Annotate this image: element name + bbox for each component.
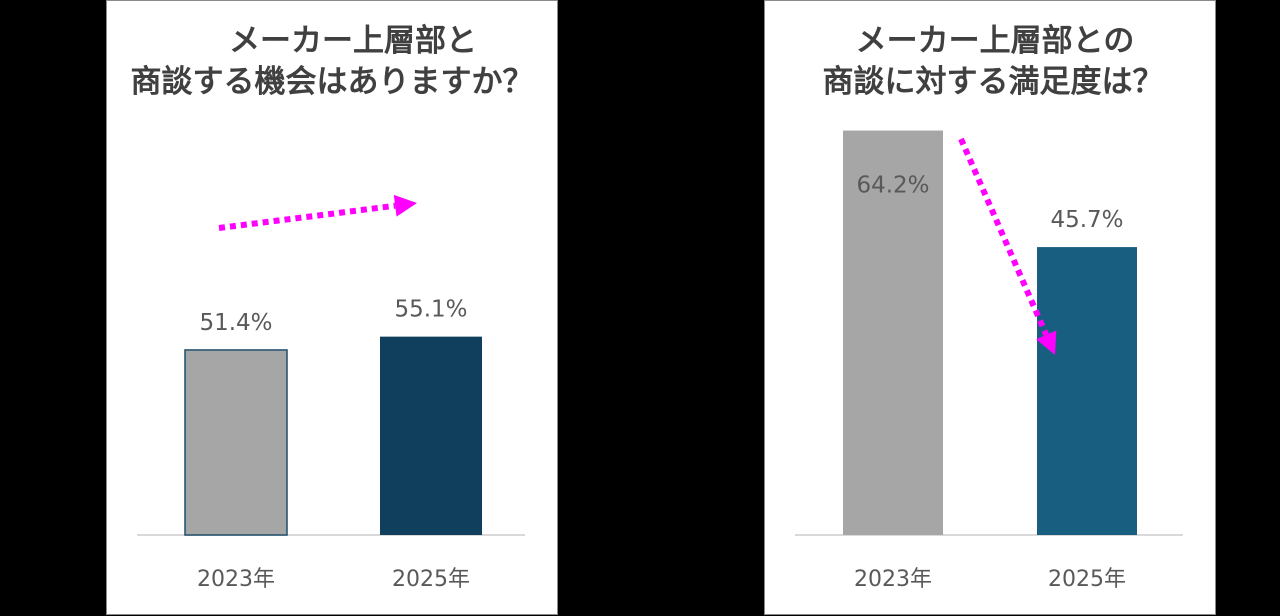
x-tick-label-2: 2025年: [392, 567, 470, 592]
x-tick-label-2: 2025年: [1048, 567, 1126, 592]
chart-title-line-1: メーカー上層部との: [855, 23, 1135, 59]
chart-plot-satisfaction: 64.2% 2023年 45.7% 2025年: [795, 130, 1183, 592]
chart-title: メーカー上層部との 商談に対する満足度は？: [765, 21, 1215, 103]
trend-arrow-head: [393, 194, 417, 217]
trend-arrow-head: [1036, 330, 1057, 355]
chart-title-line-2: 商談する機会はありますか？: [130, 64, 534, 100]
chart-plot-opportunity: 51.4% 2023年 55.1% 2025年: [137, 194, 525, 592]
bar-1: [184, 349, 288, 536]
trend-arrow-line: [218, 202, 396, 231]
chart-panel-opportunity: メーカー上層部と 商談する機会はありますか？ 51.4% 2023年 55.1% 20…: [106, 0, 558, 615]
chart-title-line-1: メーカー上層部と: [229, 23, 477, 59]
chart-title-line-2: 商談に対する満足度は？: [822, 64, 1164, 100]
data-label-2: 45.7%: [1050, 207, 1123, 233]
bar-2: [380, 336, 482, 535]
x-tick-label-1: 2023年: [197, 567, 275, 592]
data-label-2: 55.1%: [394, 297, 467, 323]
bar-1: [843, 130, 943, 536]
trend-arrow-line: [958, 137, 1049, 337]
x-tick-label-1: 2023年: [854, 567, 932, 592]
bar-2: [1037, 247, 1137, 535]
data-label-1: 51.4%: [199, 310, 272, 336]
chart-title: メーカー上層部と 商談する機会はありますか？: [107, 21, 557, 103]
chart-panel-satisfaction: メーカー上層部との 商談に対する満足度は？ 64.2% 2023年 45.7% 202…: [764, 0, 1216, 615]
data-label-1: 64.2%: [856, 173, 929, 199]
